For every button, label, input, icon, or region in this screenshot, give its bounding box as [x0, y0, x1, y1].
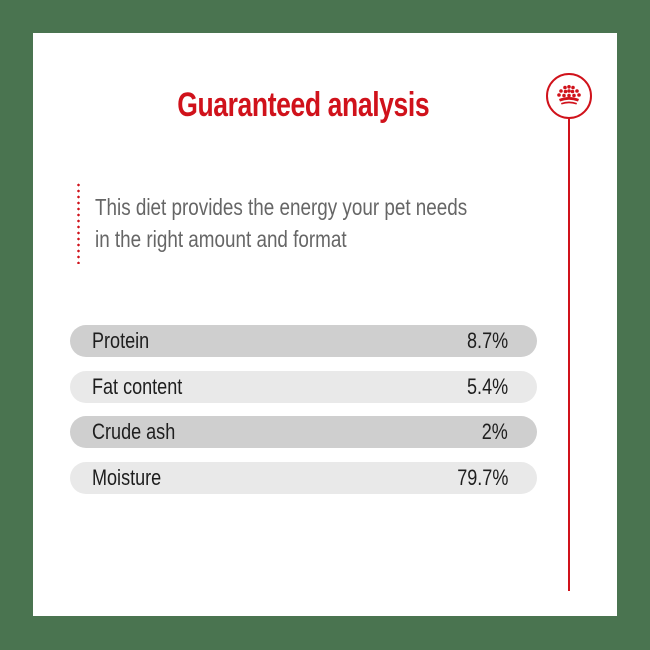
row-value: 5.4% [466, 373, 508, 399]
decorative-vertical-line [568, 119, 570, 591]
row-label: Crude ash [92, 419, 176, 444]
description-line-2: in the right amount and format [95, 226, 347, 252]
row-label: Protein [92, 328, 150, 353]
row-value: 79.7% [456, 464, 508, 490]
row-label: Moisture [92, 464, 162, 490]
brand-logo [546, 73, 592, 119]
crown-icon [557, 85, 581, 105]
analysis-row-moisture: Moisture 79.7% [70, 461, 537, 494]
analysis-row-fat: Fat content 5.4% [70, 370, 537, 403]
page-title: Guaranteed analysis [177, 86, 430, 124]
row-label: Fat content [92, 373, 183, 399]
description-line-1: This diet provides the energy your pet n… [95, 194, 468, 220]
analysis-row-protein: Protein 8.7% [70, 325, 537, 357]
analysis-card: Guaranteed analysis This diet provides t… [33, 33, 617, 616]
dotted-divider [77, 182, 80, 264]
description: This diet provides the energy your pet n… [95, 191, 468, 255]
row-value: 2% [481, 419, 508, 444]
analysis-row-ash: Crude ash 2% [70, 416, 537, 448]
analysis-table: Protein 8.7% Fat content 5.4% Crude ash … [70, 325, 537, 507]
row-value: 8.7% [466, 328, 508, 353]
